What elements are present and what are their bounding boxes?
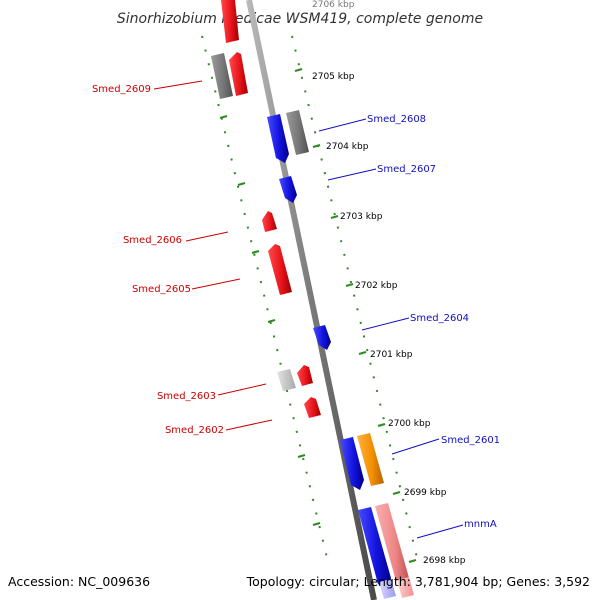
- gene-label-smed-2601[interactable]: Smed_2601: [441, 435, 500, 446]
- gene-label-smed-2602[interactable]: Smed_2602: [165, 425, 224, 436]
- gene-arrow-mnma[interactable]: [375, 503, 409, 581]
- gene-label-leaders: [153, 80, 464, 539]
- gene-arrow-smed-2601[interactable]: [357, 433, 384, 486]
- gene-arrow-top[interactable]: [221, 0, 239, 43]
- gene-arrow-smed-2607[interactable]: [279, 176, 297, 203]
- tick-label-2701: 2701 kbp: [370, 350, 413, 360]
- tick-label-2702: 2702 kbp: [355, 281, 398, 291]
- gene-arrow-mnma-blue[interactable]: [358, 507, 391, 590]
- gene-arrow-bottom-red[interactable]: [397, 577, 414, 598]
- gene-arrow-bottom-blue[interactable]: [379, 579, 396, 599]
- gene-arrow-smed-2609[interactable]: [229, 52, 248, 96]
- gene-arrow-smed-2609-grey[interactable]: [211, 53, 233, 99]
- gene-label-smed-2606[interactable]: Smed_2606: [123, 235, 182, 246]
- map-title: Sinorhizobium medicae WSM419, complete g…: [117, 11, 483, 27]
- tick-label-2703: 2703 kbp: [340, 212, 383, 222]
- tick-label-2700: 2700 kbp: [388, 419, 431, 429]
- gene-arrow-smed-2601-blue[interactable]: [340, 437, 364, 490]
- gene-arrow-smed-2604[interactable]: [313, 325, 331, 350]
- tick-label-2706: 2706 kbp: [312, 0, 355, 10]
- gene-arrow-smed-2608-blue[interactable]: [267, 114, 289, 163]
- gene-arrow-smed-2606[interactable]: [262, 211, 277, 232]
- gene-features: [211, 0, 414, 599]
- gene-label-smed-2607[interactable]: Smed_2607: [377, 164, 436, 175]
- gene-label-mnma[interactable]: mnmA: [464, 519, 497, 530]
- accession-text: Accession: NC_009636: [8, 574, 150, 589]
- tick-label-2698: 2698 kbp: [423, 556, 466, 566]
- tick-label-2704: 2704 kbp: [326, 142, 369, 152]
- gene-arrow-smed-2603[interactable]: [297, 365, 313, 386]
- gene-arrow-smed-2608[interactable]: [286, 110, 309, 155]
- tick-label-2699: 2699 kbp: [404, 488, 447, 498]
- gene-label-smed-2608[interactable]: Smed_2608: [367, 114, 426, 125]
- gene-label-smed-2605[interactable]: Smed_2605: [132, 284, 191, 295]
- gene-arrow-smed-2603-grey[interactable]: [277, 369, 296, 391]
- gene-label-smed-2609[interactable]: Smed_2609: [92, 84, 151, 95]
- gene-arrow-smed-2605[interactable]: [268, 244, 292, 295]
- sequence-backbone: [246, 0, 377, 600]
- tick-label-2705: 2705 kbp: [312, 72, 355, 82]
- gene-label-smed-2603[interactable]: Smed_2603: [157, 391, 216, 402]
- ruler-major-ticks: [219, 67, 417, 564]
- gene-label-smed-2604[interactable]: Smed_2604: [410, 313, 469, 324]
- genome-summary-text: Topology: circular; Length: 3,781,904 bp…: [246, 574, 590, 589]
- gene-arrow-smed-2602[interactable]: [304, 397, 321, 418]
